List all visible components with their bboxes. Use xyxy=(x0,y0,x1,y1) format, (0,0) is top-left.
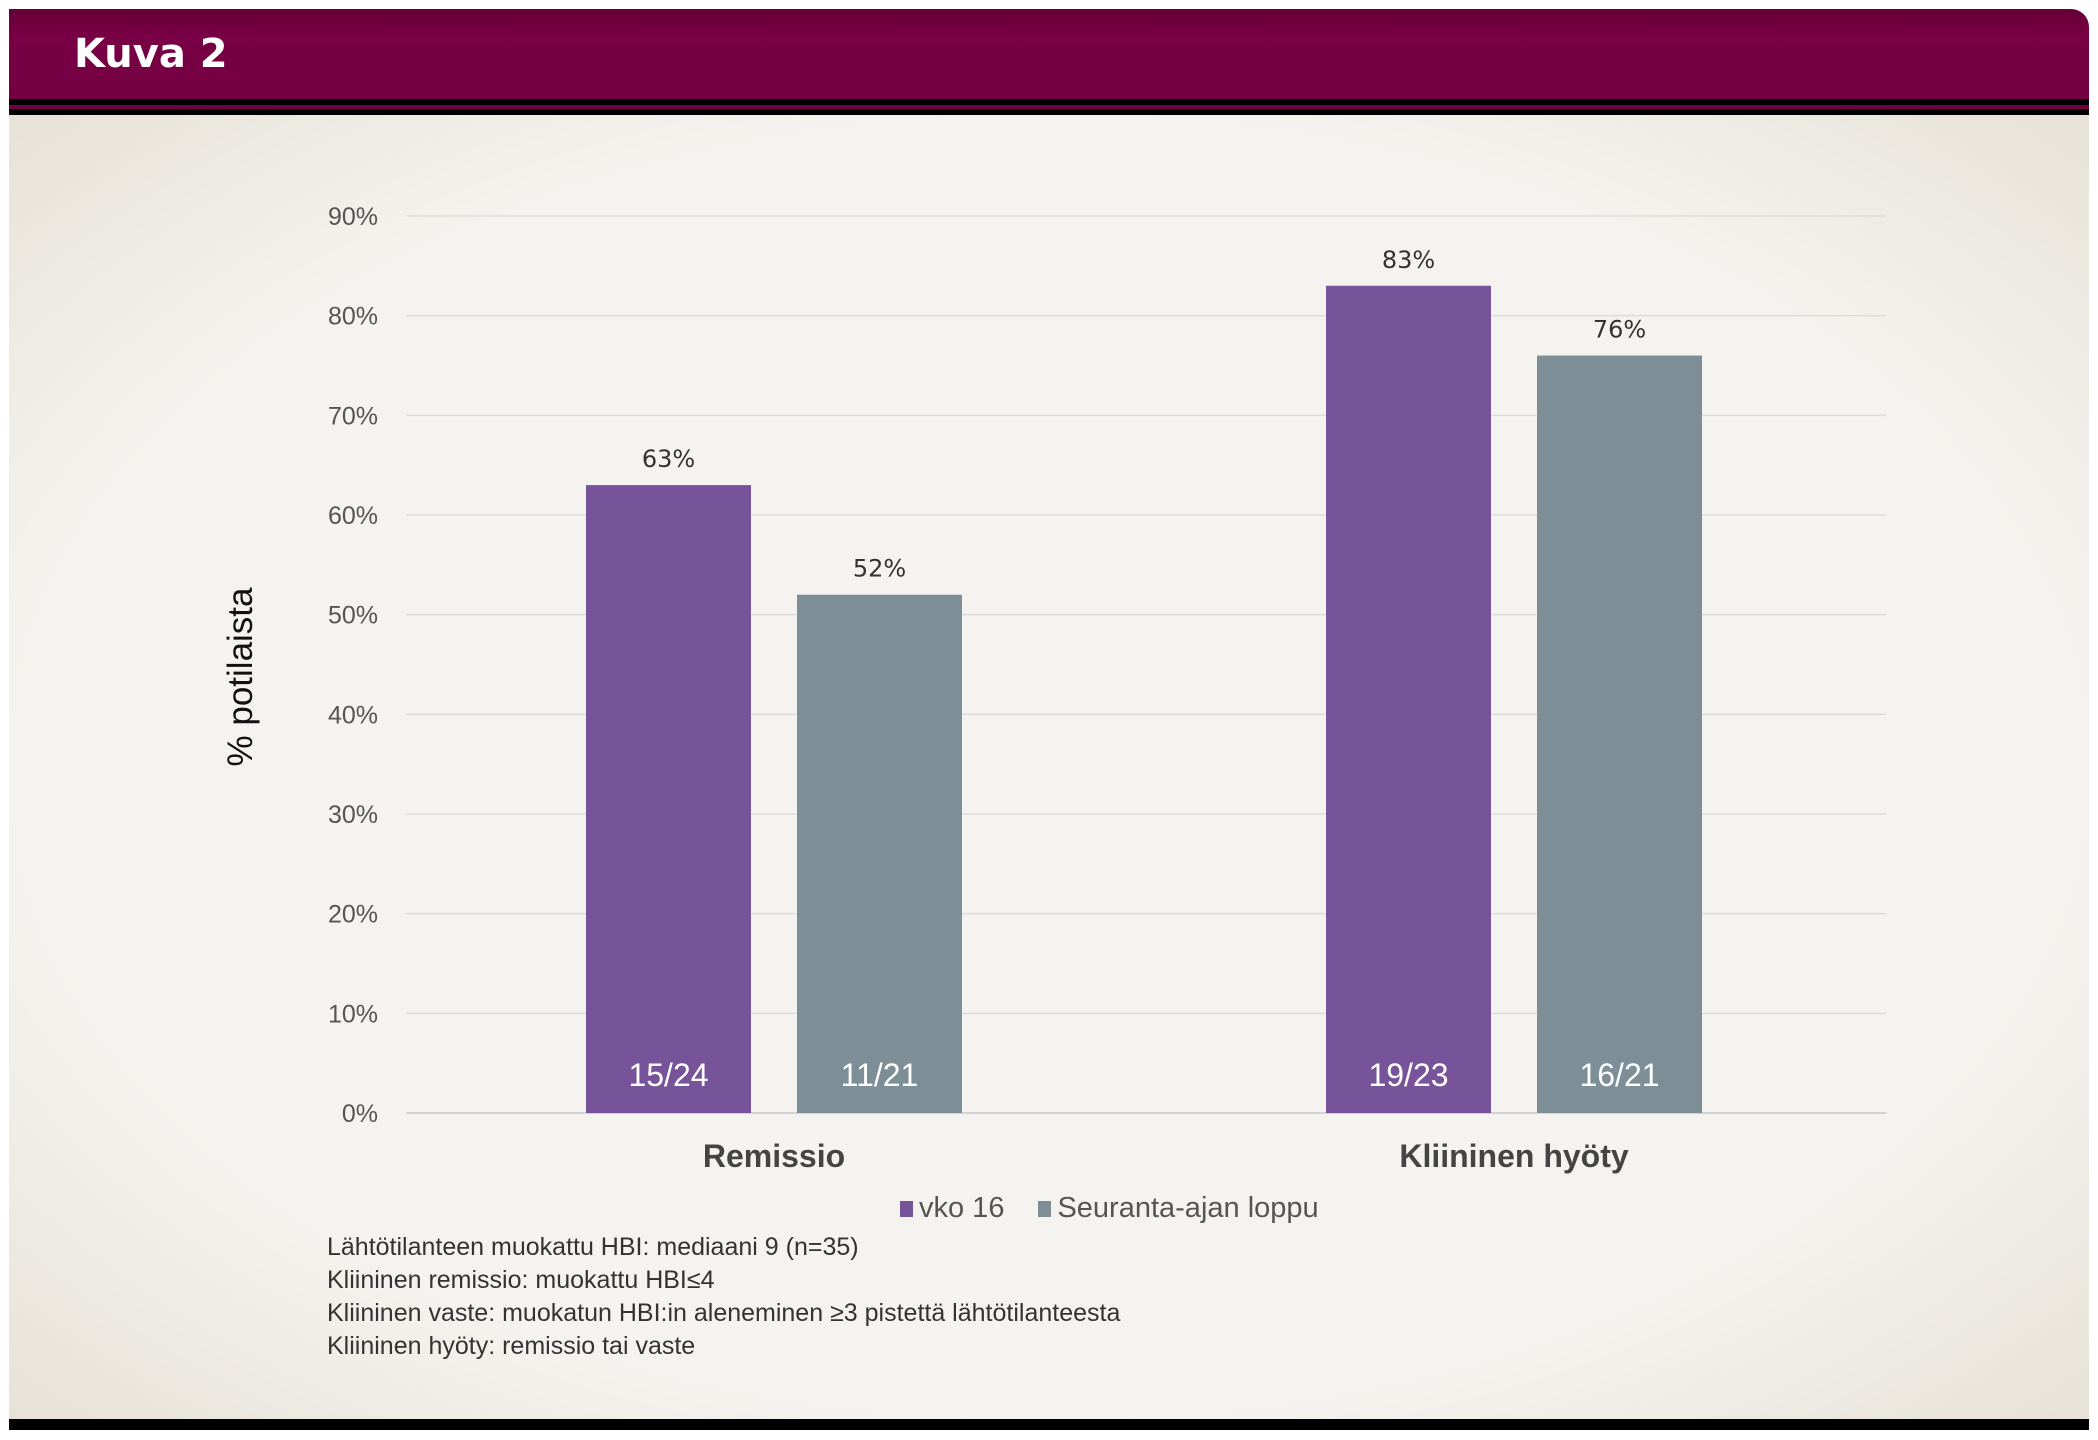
category-label: Kliininen hyöty xyxy=(1399,1138,1629,1174)
data-label: 83% xyxy=(1382,246,1435,274)
data-label: 52% xyxy=(853,555,906,583)
count-label: 15/24 xyxy=(628,1057,708,1093)
y-tick-label: 30% xyxy=(328,801,378,829)
footnote: Kliininen remissio: muokattu HBI≤4 xyxy=(327,1266,715,1294)
legend-swatch xyxy=(900,1200,913,1217)
y-tick-label: 80% xyxy=(328,303,378,331)
legend-item-vko16: vko 16 xyxy=(900,1192,1004,1225)
bar xyxy=(1537,355,1702,1113)
y-axis-label: % potilaista xyxy=(221,587,260,767)
count-label: 19/23 xyxy=(1368,1057,1448,1093)
count-label: 16/21 xyxy=(1579,1057,1659,1093)
footnote: Lähtötilanteen muokattu HBI: mediaani 9 … xyxy=(327,1233,859,1261)
bar xyxy=(1326,285,1491,1113)
footnote: Kliininen hyöty: remissio tai vaste xyxy=(327,1332,696,1360)
data-label: 76% xyxy=(1593,316,1646,344)
legend: vko 16 Seuranta-ajan loppu xyxy=(900,1192,1319,1225)
y-tick-label: 10% xyxy=(328,1000,378,1028)
bar xyxy=(797,594,962,1113)
legend-item-seuranta: Seuranta-ajan loppu xyxy=(1038,1192,1319,1225)
legend-label: Seuranta-ajan loppu xyxy=(1057,1192,1319,1224)
footnotes: Lähtötilanteen muokattu HBI: mediaani 9 … xyxy=(327,1231,1120,1363)
bottom-divider xyxy=(9,1419,2089,1430)
data-label: 63% xyxy=(642,445,695,473)
legend-swatch xyxy=(1038,1200,1052,1217)
y-tick-label: 50% xyxy=(328,602,378,630)
header-bar: Kuva 2 xyxy=(9,9,2089,99)
category-label: Remissio xyxy=(703,1138,845,1174)
legend-label: vko 16 xyxy=(919,1192,1005,1224)
footnote: Kliininen vaste: muokatun HBI:in alenemi… xyxy=(327,1299,1121,1327)
y-tick-label: 70% xyxy=(328,402,378,430)
figure-title: Kuva 2 xyxy=(74,31,228,77)
y-tick-label: 0% xyxy=(342,1100,378,1128)
bar xyxy=(586,485,751,1114)
header-divider xyxy=(9,99,2089,118)
y-tick-label: 90% xyxy=(328,203,378,231)
y-tick-label: 40% xyxy=(328,701,378,729)
y-tick-label: 60% xyxy=(328,502,378,530)
count-label: 11/21 xyxy=(841,1057,919,1093)
y-tick-label: 20% xyxy=(328,901,378,929)
